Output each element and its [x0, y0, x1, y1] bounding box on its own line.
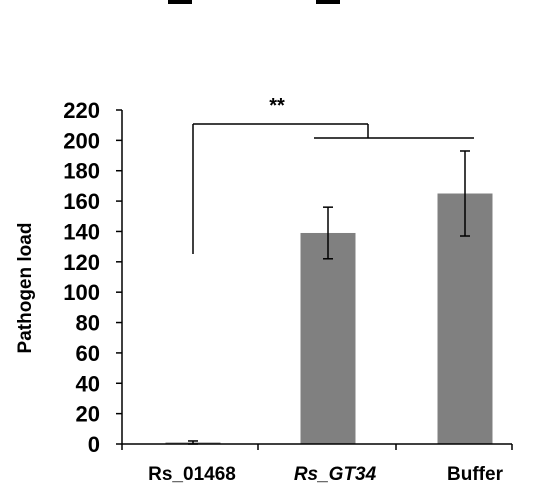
cropped-header-marks — [168, 0, 340, 4]
cropped-header-mark-left — [168, 0, 192, 4]
x-tick-label: Buffer — [447, 464, 504, 485]
y-tick-label: 100 — [63, 280, 100, 305]
axes — [121, 110, 513, 450]
y-tick-label: 180 — [63, 159, 100, 184]
significance-bracket: ** — [192, 95, 474, 254]
y-tick-label: 120 — [63, 250, 100, 275]
bars — [165, 193, 493, 444]
y-tick-label: 80 — [76, 311, 100, 336]
y-tick-label: 220 — [63, 98, 100, 123]
y-tick-label: 200 — [63, 128, 100, 153]
x-axis-labels: Rs_01468 Rs_GT34 Buffer — [148, 464, 503, 485]
y-tick-label: 60 — [76, 341, 100, 366]
y-tick-label: 40 — [76, 371, 100, 396]
x-tick-label: Rs_GT34 — [294, 464, 377, 485]
x-tick-label: Rs_01468 — [148, 464, 236, 485]
y-tick-label: 140 — [63, 219, 100, 244]
y-axis-label: Pathogen load — [15, 223, 36, 354]
significance-label: ** — [269, 95, 285, 117]
y-axis-ticks: 0 20 40 60 80 100 120 140 160 180 200 220 — [63, 98, 122, 457]
y-tick-label: 160 — [63, 189, 100, 214]
y-tick-label: 0 — [88, 432, 100, 457]
bar — [300, 232, 356, 444]
cropped-header-mark-right — [316, 0, 340, 4]
y-tick-label: 20 — [76, 402, 100, 427]
